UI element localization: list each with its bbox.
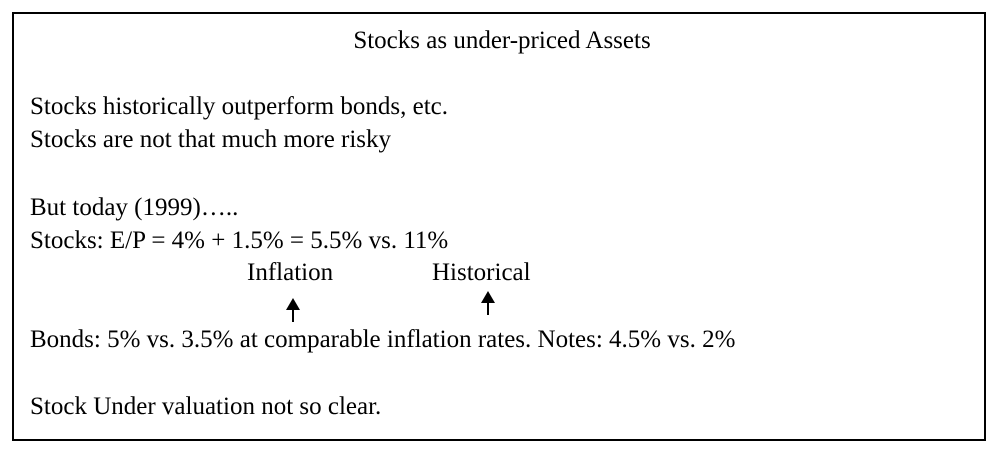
annotation-historical: Historical (432, 259, 531, 286)
text-line-stocks-ep: Stocks: E/P = 4% + 1.5% = 5.5% vs. 11% (30, 227, 449, 254)
annotation-inflation: Inflation (247, 259, 334, 286)
up-arrow-icon (286, 298, 300, 322)
up-arrow-icon (481, 291, 495, 315)
text-line-conclusion: Stock Under valuation not so clear. (30, 393, 382, 420)
slide-title: Stocks as under-priced Assets (353, 27, 651, 54)
text-line-today: But today (1999)….. (30, 194, 239, 221)
text-line-outperform: Stocks historically outperform bonds, et… (30, 93, 448, 120)
text-line-bonds: Bonds: 5% vs. 3.5% at comparable inflati… (30, 326, 736, 353)
text-line-risk: Stocks are not that much more risky (30, 126, 392, 153)
slide-frame (12, 12, 986, 441)
